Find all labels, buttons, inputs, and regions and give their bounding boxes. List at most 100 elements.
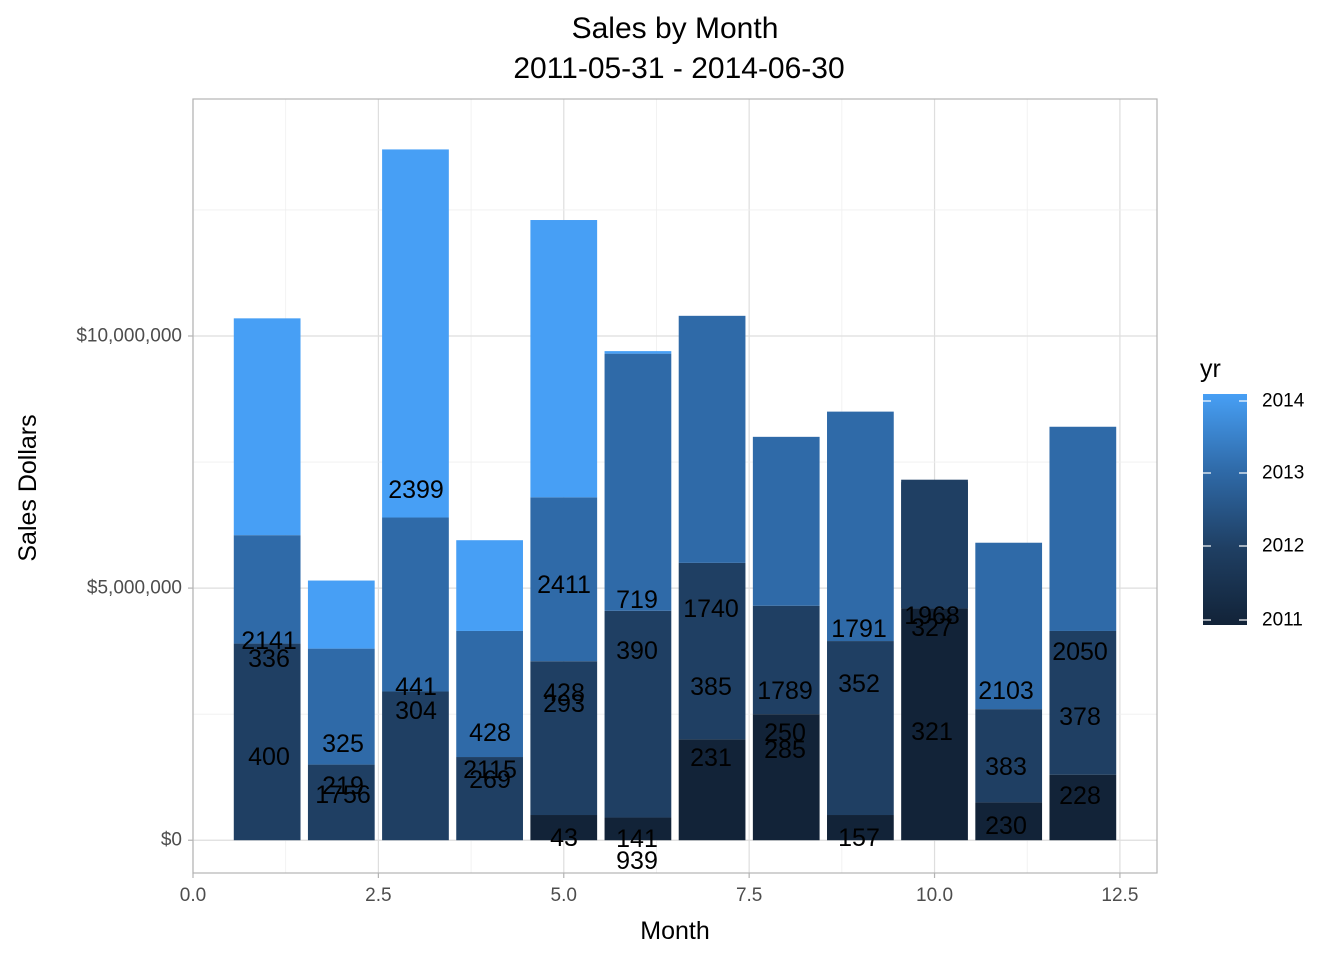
bar-label: 719 [616, 586, 658, 614]
x-tick-label: 12.5 [1101, 885, 1138, 906]
bars-layer [233, 149, 1117, 841]
bar-label: 2050 [1052, 638, 1108, 666]
bar-label: 441 [395, 673, 437, 701]
chart-title: Sales by Month [572, 12, 779, 45]
x-axis: 0.0 2.5 5.0 7.5 10.0 12.5 [180, 873, 1138, 906]
bar-2013 [975, 542, 1043, 710]
bar-label: 219 [322, 772, 364, 800]
bar-label: 304 [395, 697, 437, 725]
bar-label: 141 [616, 825, 658, 853]
legend-colorbar [1203, 394, 1247, 625]
bar-label: 352 [838, 670, 880, 698]
bar-label: 293 [543, 690, 585, 718]
legend-label: 2012 [1262, 536, 1304, 557]
bar-2012 [530, 661, 598, 816]
x-tick-label: 10.0 [916, 885, 953, 906]
bar-label: 2141 [241, 627, 297, 655]
bar-label: 321 [911, 718, 953, 746]
legend-label: 2011 [1262, 610, 1303, 631]
bar-2012 [382, 691, 449, 841]
y-tick-label: $10,000,000 [76, 325, 182, 346]
bar-2012 [604, 610, 672, 818]
bar-label: 1968 [904, 602, 960, 630]
bar-2011 [827, 815, 894, 841]
y-axis: $0 $5,000,000 $10,000,000 [76, 325, 193, 851]
bar-2013 [233, 535, 301, 644]
bar-label: 1740 [683, 595, 739, 623]
bar-2012 [678, 562, 746, 740]
bar-2011 [975, 802, 1043, 841]
bar-2013 [530, 497, 598, 662]
bar-2012 [975, 709, 1043, 803]
bar-label: 1791 [831, 615, 887, 643]
bar-label: 2103 [978, 677, 1034, 705]
bar-label: 378 [1059, 703, 1101, 731]
bar-label: 228 [1059, 782, 1101, 810]
bar-2013 [456, 630, 523, 758]
bar-2012 [827, 641, 894, 816]
bar-2013 [604, 353, 672, 611]
legend-label: 2013 [1262, 463, 1304, 484]
bar-2013 [678, 315, 746, 563]
bar-label: 43 [550, 824, 578, 852]
bar-label: 336 [248, 645, 290, 673]
bar-2014 [456, 540, 523, 631]
bar-2011 [901, 608, 968, 841]
bar-2013 [307, 648, 375, 765]
bar-label: 1789 [757, 677, 813, 705]
bar-2012 [901, 479, 968, 609]
legend-title: yr [1200, 355, 1221, 383]
bar-label: 428 [543, 679, 585, 707]
y-tick-label: $0 [161, 830, 182, 851]
bar-label: 383 [985, 753, 1027, 781]
bar-label: 325 [322, 730, 364, 758]
bar-label: 250 [764, 719, 806, 747]
bar-label: 385 [690, 673, 732, 701]
bar-2014 [233, 318, 301, 536]
bar-2013 [1049, 426, 1117, 631]
bar-2014 [604, 351, 672, 354]
bar-label: 390 [616, 637, 658, 665]
bar-label: 285 [764, 736, 806, 764]
x-tick-label: 2.5 [365, 885, 391, 906]
x-axis-title: Month [640, 917, 709, 945]
bar-2012 [233, 643, 301, 841]
bar-2011 [678, 739, 746, 841]
y-axis-title: Sales Dollars [14, 414, 42, 561]
bar-label: 1756 [315, 781, 371, 809]
bar-2011 [752, 714, 820, 841]
bar-label: 157 [838, 824, 880, 852]
panel-border [192, 98, 1158, 874]
bar-label: 400 [248, 743, 290, 771]
bar-label: 230 [985, 812, 1027, 840]
y-tick-label: $5,000,000 [87, 578, 182, 599]
bar-label: 327 [911, 614, 953, 642]
legend-label: 2014 [1262, 391, 1305, 412]
x-tick-label: 7.5 [736, 885, 762, 906]
bar-label: 939 [616, 847, 658, 875]
bar-2011 [530, 815, 598, 841]
bar-2012 [456, 757, 523, 841]
bar-label: 2115 [463, 756, 517, 784]
bar-2012 [752, 605, 820, 715]
bar-2014 [307, 580, 375, 649]
bar-label: 231 [690, 744, 732, 772]
bar-label: 2411 [537, 571, 591, 599]
bar-2014 [382, 149, 449, 518]
bar-2011 [1049, 774, 1117, 841]
bar-label: 428 [469, 719, 511, 747]
x-tick-label: 0.0 [180, 885, 206, 906]
bar-2013 [382, 517, 449, 692]
chart-subtitle: 2011-05-31 - 2014-06-30 [513, 52, 844, 85]
bar-2014 [530, 220, 598, 498]
bar-2012 [307, 764, 375, 841]
bar-label: 269 [469, 766, 511, 794]
bar-2011 [604, 817, 672, 841]
legend: yr 2014 2013 2012 2011 [1200, 355, 1305, 631]
bar-2012 [1049, 630, 1117, 775]
bar-label: 2399 [388, 476, 444, 504]
x-tick-label: 5.0 [551, 885, 577, 906]
bar-2013 [752, 436, 820, 606]
